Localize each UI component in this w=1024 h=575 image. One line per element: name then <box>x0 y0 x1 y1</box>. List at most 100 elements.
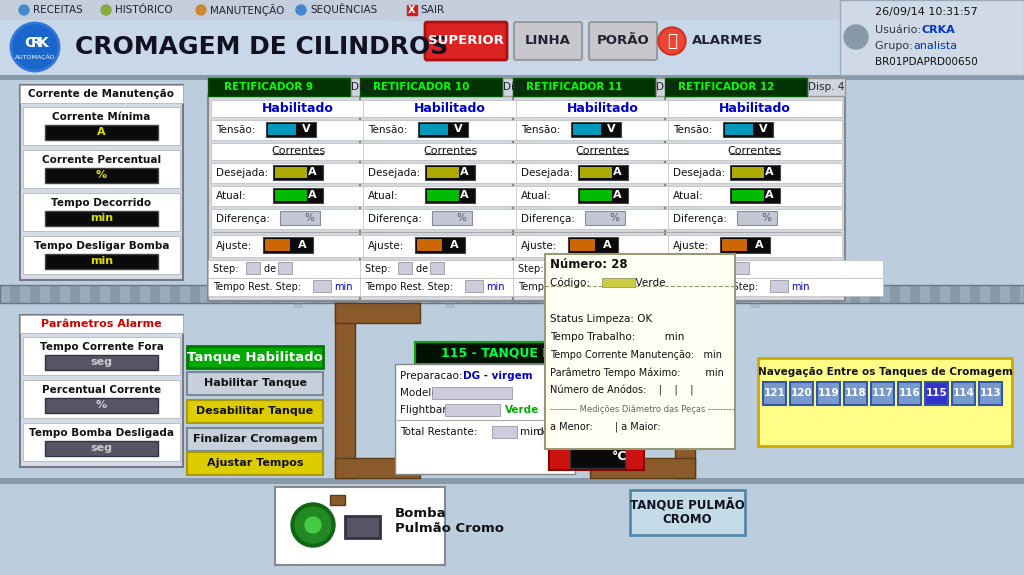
Text: de: de <box>569 264 588 274</box>
Text: RETIFICADOR 11: RETIFICADOR 11 <box>525 82 623 92</box>
Bar <box>208 96 388 301</box>
Bar <box>266 122 316 137</box>
Bar <box>10 285 20 303</box>
Bar <box>760 285 770 303</box>
Bar <box>208 78 350 96</box>
Bar <box>250 285 260 303</box>
Text: Atual:: Atual: <box>368 191 398 201</box>
Text: PORÃO: PORÃO <box>597 34 649 48</box>
Bar <box>360 78 502 96</box>
Bar <box>516 209 690 229</box>
Text: Verde: Verde <box>505 405 540 415</box>
Text: --------- Medições Diâmetro das Peças ---------: --------- Medições Diâmetro das Peças --… <box>550 404 735 413</box>
Text: Ajustar Tempos: Ajustar Tempos <box>207 458 303 468</box>
Bar <box>280 285 290 303</box>
Bar <box>1020 285 1024 303</box>
Bar <box>580 285 590 303</box>
Bar <box>723 122 773 137</box>
Text: %: % <box>304 213 314 223</box>
Bar <box>211 163 385 183</box>
Bar <box>45 355 158 370</box>
Text: Tempo Bomba Desligada: Tempo Bomba Desligada <box>29 428 174 438</box>
Text: 120: 120 <box>791 389 812 398</box>
Bar <box>600 285 610 303</box>
Text: DG - virgem: DG - virgem <box>463 371 532 381</box>
Bar <box>345 516 380 538</box>
Bar <box>293 285 303 308</box>
Text: Corrente Percentual: Corrente Percentual <box>42 155 161 165</box>
Text: A: A <box>308 190 317 200</box>
Text: Tempo Rest. Step:: Tempo Rest. Step: <box>213 282 301 292</box>
Text: Parâmetro Tempo Máximo:        min: Parâmetro Tempo Máximo: min <box>550 368 724 378</box>
Bar <box>790 285 800 303</box>
Text: min: min <box>90 213 113 223</box>
Text: ALARMES: ALARMES <box>692 34 763 48</box>
Bar <box>362 120 537 140</box>
Bar <box>970 285 980 303</box>
Bar <box>550 426 568 438</box>
Bar <box>550 285 560 303</box>
Text: 114: 114 <box>952 389 975 398</box>
Text: RETIFICADOR 10: RETIFICADOR 10 <box>373 82 469 92</box>
Bar <box>610 285 620 303</box>
Bar <box>450 285 460 303</box>
Text: Ajuste:: Ajuste: <box>673 241 710 251</box>
Bar <box>170 285 180 303</box>
Text: %: % <box>456 213 466 223</box>
Text: TANQUE PULMÃO
CROMO: TANQUE PULMÃO CROMO <box>630 498 744 526</box>
Circle shape <box>660 29 684 53</box>
Text: Diferença:: Diferença: <box>521 214 575 224</box>
Bar <box>780 285 790 303</box>
Bar <box>430 262 444 274</box>
Text: Percentual Corrente: Percentual Corrente <box>42 385 161 395</box>
Bar <box>427 190 459 201</box>
Bar <box>940 285 950 303</box>
Text: Ajuste:: Ajuste: <box>521 241 557 251</box>
Text: Tempo Corrente Manutenção:   min: Tempo Corrente Manutenção: min <box>550 350 722 360</box>
Text: Número de Anódos:    |    |    |: Número de Anódos: | | | <box>550 385 702 397</box>
Bar <box>362 186 537 206</box>
Bar <box>180 285 190 303</box>
Bar <box>211 186 385 206</box>
Bar <box>668 163 842 183</box>
Text: seg: seg <box>90 357 113 367</box>
Circle shape <box>11 23 59 71</box>
Bar <box>735 262 749 274</box>
Bar <box>273 188 323 203</box>
Bar <box>446 316 454 341</box>
Bar <box>602 278 635 287</box>
Bar <box>30 285 40 303</box>
Bar <box>230 285 240 303</box>
Bar <box>425 165 475 180</box>
Bar <box>340 285 350 303</box>
Bar <box>840 285 850 303</box>
Bar <box>275 190 307 201</box>
Bar <box>549 444 644 470</box>
Bar <box>440 285 450 303</box>
FancyBboxPatch shape <box>514 22 582 60</box>
Bar <box>278 262 292 274</box>
Text: A: A <box>461 190 469 200</box>
Text: A: A <box>765 190 774 200</box>
Bar <box>211 120 385 140</box>
Text: min: min <box>639 282 657 292</box>
Bar <box>925 382 948 405</box>
Text: K: K <box>38 36 49 50</box>
Bar <box>730 165 780 180</box>
Text: Correntes: Correntes <box>423 146 477 156</box>
Bar <box>407 5 417 15</box>
Bar <box>750 285 760 303</box>
Text: Total Restante:: Total Restante: <box>400 427 477 437</box>
Circle shape <box>101 5 111 15</box>
Bar <box>415 237 465 253</box>
Bar <box>730 188 780 203</box>
Bar <box>0 285 1024 303</box>
Bar <box>294 316 302 341</box>
Bar <box>808 78 845 96</box>
Bar <box>490 285 500 303</box>
Bar <box>417 239 442 251</box>
Bar <box>732 190 764 201</box>
Bar <box>513 78 655 96</box>
Bar <box>516 186 690 206</box>
Text: A: A <box>756 240 764 250</box>
